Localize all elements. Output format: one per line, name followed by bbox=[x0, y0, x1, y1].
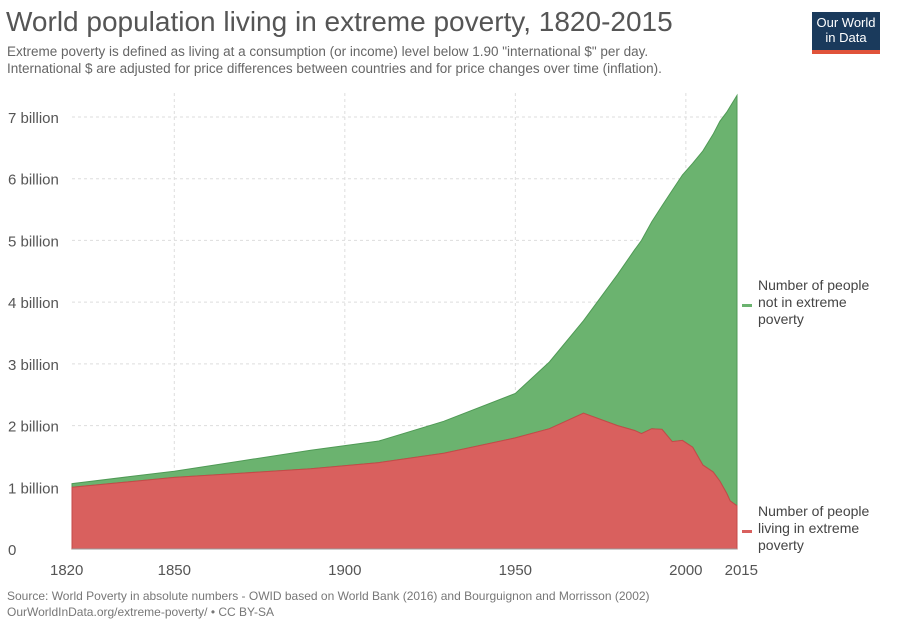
legend-not-in-extreme-poverty-label-line: Number of people bbox=[758, 277, 870, 293]
legend-living-in-extreme-poverty-label-line: Number of people bbox=[758, 503, 870, 519]
legend-not-in-extreme-poverty-label-line: poverty bbox=[758, 311, 804, 327]
logo-line-2: in Data bbox=[825, 30, 867, 45]
subtitle-line-1: Extreme poverty is defined as living at … bbox=[7, 44, 649, 59]
legend-living-in-extreme-poverty-label-line: living in extreme bbox=[758, 520, 859, 536]
x-tick-label: 1900 bbox=[328, 562, 361, 579]
x-tick-label: 1850 bbox=[158, 562, 191, 579]
chart-axes: 0 1 billion 2 billion 3 billion 4 billion 5 b… bbox=[8, 110, 758, 579]
x-tick-label: 2000 bbox=[669, 562, 702, 579]
x-tick-label: 2015 bbox=[725, 562, 758, 579]
y-tick-label: 2 billion bbox=[8, 419, 59, 436]
y-tick-label: 4 billion bbox=[8, 295, 59, 312]
y-tick-label: 7 billion bbox=[8, 110, 59, 127]
source-note: Source: World Poverty in absolute number… bbox=[7, 589, 650, 603]
legend-not-in-extreme-poverty-swatch bbox=[742, 304, 752, 307]
chart-areas bbox=[71, 93, 738, 550]
x-tick-label: 1950 bbox=[499, 562, 532, 579]
y-tick-label: 5 billion bbox=[8, 233, 59, 250]
y-tick-label: 6 billion bbox=[8, 172, 59, 189]
chart-title: World population living in extreme pover… bbox=[6, 6, 673, 37]
legend-living-in-extreme-poverty-swatch bbox=[742, 530, 752, 533]
chart-subtitle: Extreme poverty is defined as living at … bbox=[7, 43, 662, 77]
logo-line-1: Our World bbox=[816, 15, 876, 30]
license-note: OurWorldInData.org/extreme-poverty/ • CC… bbox=[7, 605, 274, 619]
owid-logo[interactable]: Our World in Data bbox=[812, 12, 880, 54]
x-tick-label: 1820 bbox=[50, 562, 83, 579]
y-tick-label: 0 bbox=[8, 542, 16, 559]
legend-not-in-extreme-poverty-label-line: not in extreme bbox=[758, 294, 847, 310]
subtitle-line-2: International $ are adjusted for price d… bbox=[7, 61, 662, 76]
y-tick-label: 1 billion bbox=[8, 480, 59, 497]
y-tick-label: 3 billion bbox=[8, 357, 59, 374]
logo-bar bbox=[812, 50, 880, 54]
legend-living-in-extreme-poverty-label-line: poverty bbox=[758, 537, 804, 553]
chart-footer: Source: World Poverty in absolute number… bbox=[7, 588, 650, 620]
